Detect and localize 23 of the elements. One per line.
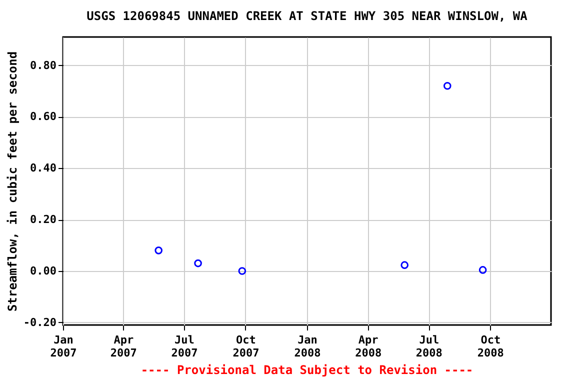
x-tick-label: Jul 2008 (416, 334, 442, 360)
chart-title: USGS 12069845 UNNAMED CREEK AT STATE HWY 305 NEAR WINSLOW, WA (86, 9, 528, 23)
point (154, 246, 163, 254)
point (194, 259, 202, 268)
point (238, 267, 246, 275)
y-tick-label: 0.20 (30, 213, 56, 226)
point (478, 266, 487, 274)
y-tick-label: 0.80 (30, 58, 56, 72)
y-axis-title: Streamflow, in cubic feet per second (5, 51, 20, 312)
point (443, 82, 452, 90)
y-tick-label: 0.00 (30, 264, 56, 278)
text: ---- Provisional Data Subject to Revision ---- (140, 363, 474, 377)
x-tick-label: Apr 2008 (355, 334, 382, 360)
x-tick-label: Jul 2007 (171, 334, 198, 360)
point (400, 261, 409, 269)
x-tick-label: Oct 2008 (477, 334, 504, 360)
x-tick-label: Jan 2007 (50, 334, 77, 360)
x-tick-label: Jan 2008 (294, 334, 321, 360)
x-tick-label: Oct 2007 (232, 334, 260, 360)
y-tick-label: 0.60 (30, 110, 56, 124)
x-tick-label: Apr 2007 (110, 334, 137, 360)
y-tick-label: -0.20 (23, 316, 56, 329)
y-tick-label: 0.40 (30, 162, 56, 175)
